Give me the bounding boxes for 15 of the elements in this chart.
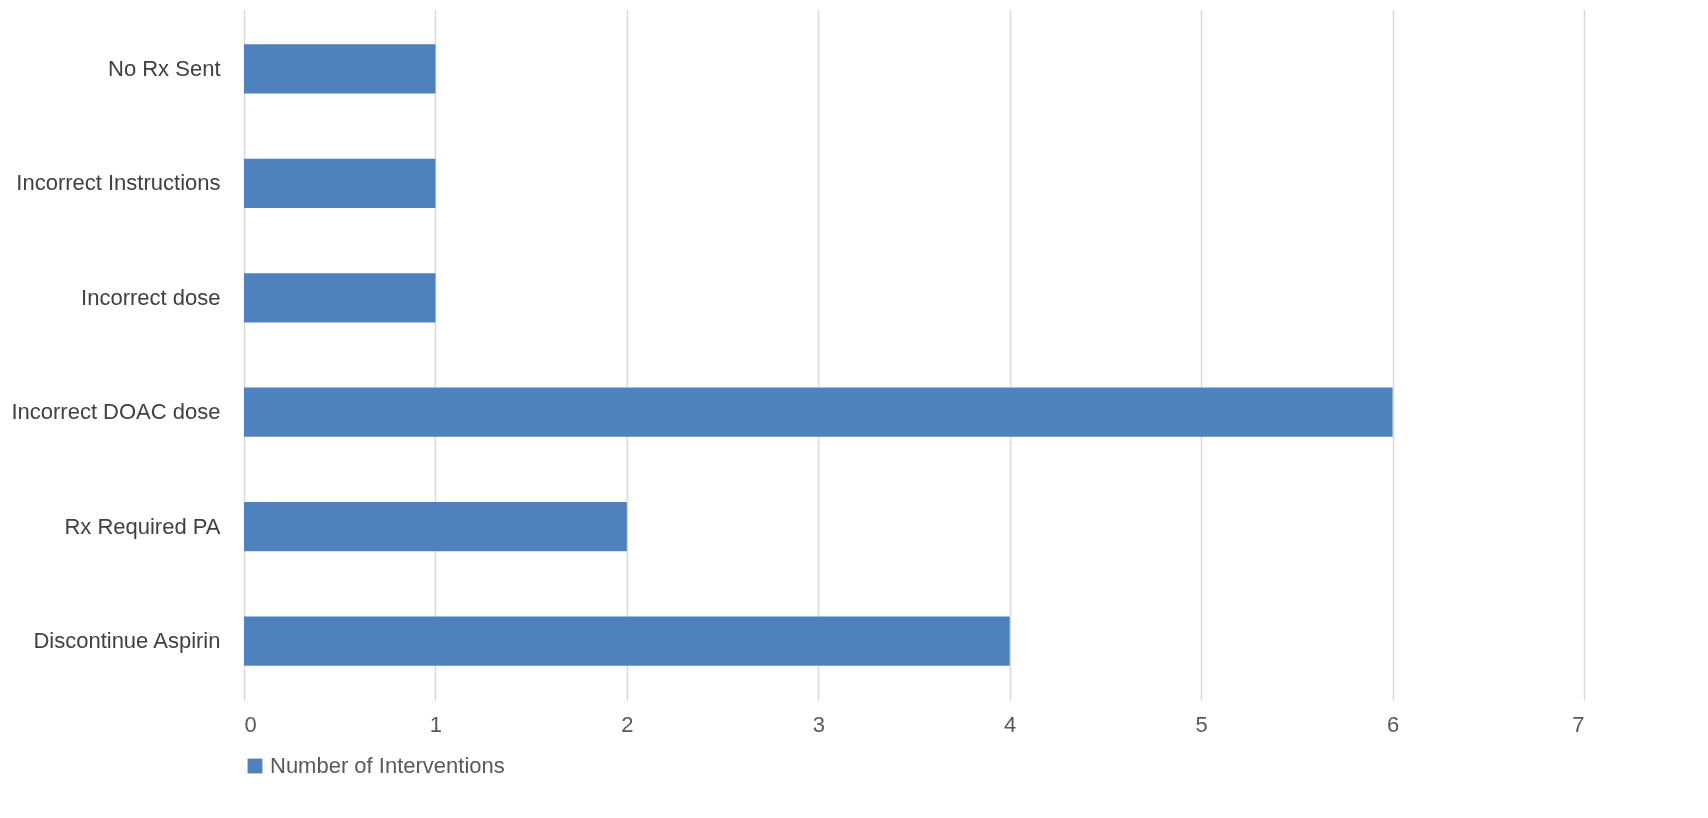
y-tick-label: Discontinue Aspirin: [33, 628, 221, 654]
x-tick-label: 6: [1386, 711, 1400, 737]
y-tick-label: No Rx Sent: [108, 55, 221, 81]
y-tick-label: Incorrect Instructions: [16, 170, 221, 196]
legend-label: Number of Interventions: [270, 753, 505, 778]
y-tick-label: Incorrect DOAC dose: [11, 399, 221, 425]
y-tick-label: Incorrect dose: [81, 284, 221, 310]
x-tick-label: 1: [429, 711, 443, 737]
x-tick-label: 7: [1572, 711, 1585, 737]
x-tick-label: 5: [1195, 711, 1208, 737]
x-tick-label: 2: [621, 711, 634, 737]
y-tick-label: Rx Required PA: [64, 513, 221, 539]
x-tick-label: 3: [812, 711, 825, 737]
x-tick-label: 0: [244, 711, 257, 737]
x-tick-label: 4: [1004, 711, 1017, 737]
